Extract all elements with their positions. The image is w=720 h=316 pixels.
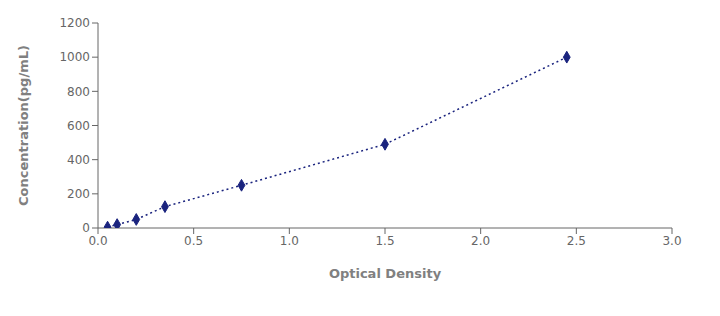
svg-text:600: 600 <box>67 119 90 133</box>
svg-text:1200: 1200 <box>59 16 90 30</box>
svg-text:0.5: 0.5 <box>184 234 203 248</box>
svg-text:Optical Density: Optical Density <box>329 266 442 281</box>
svg-text:1000: 1000 <box>59 50 90 64</box>
svg-text:1.5: 1.5 <box>375 234 394 248</box>
svg-text:3.0: 3.0 <box>662 234 681 248</box>
svg-text:0.0: 0.0 <box>88 234 107 248</box>
svg-text:Concentration(pg/mL): Concentration(pg/mL) <box>16 45 31 206</box>
svg-text:2.5: 2.5 <box>567 234 586 248</box>
svg-text:0: 0 <box>82 221 90 235</box>
svg-text:2.0: 2.0 <box>471 234 490 248</box>
svg-text:800: 800 <box>67 85 90 99</box>
svg-text:1.0: 1.0 <box>280 234 299 248</box>
svg-text:400: 400 <box>67 153 90 167</box>
svg-text:200: 200 <box>67 187 90 201</box>
